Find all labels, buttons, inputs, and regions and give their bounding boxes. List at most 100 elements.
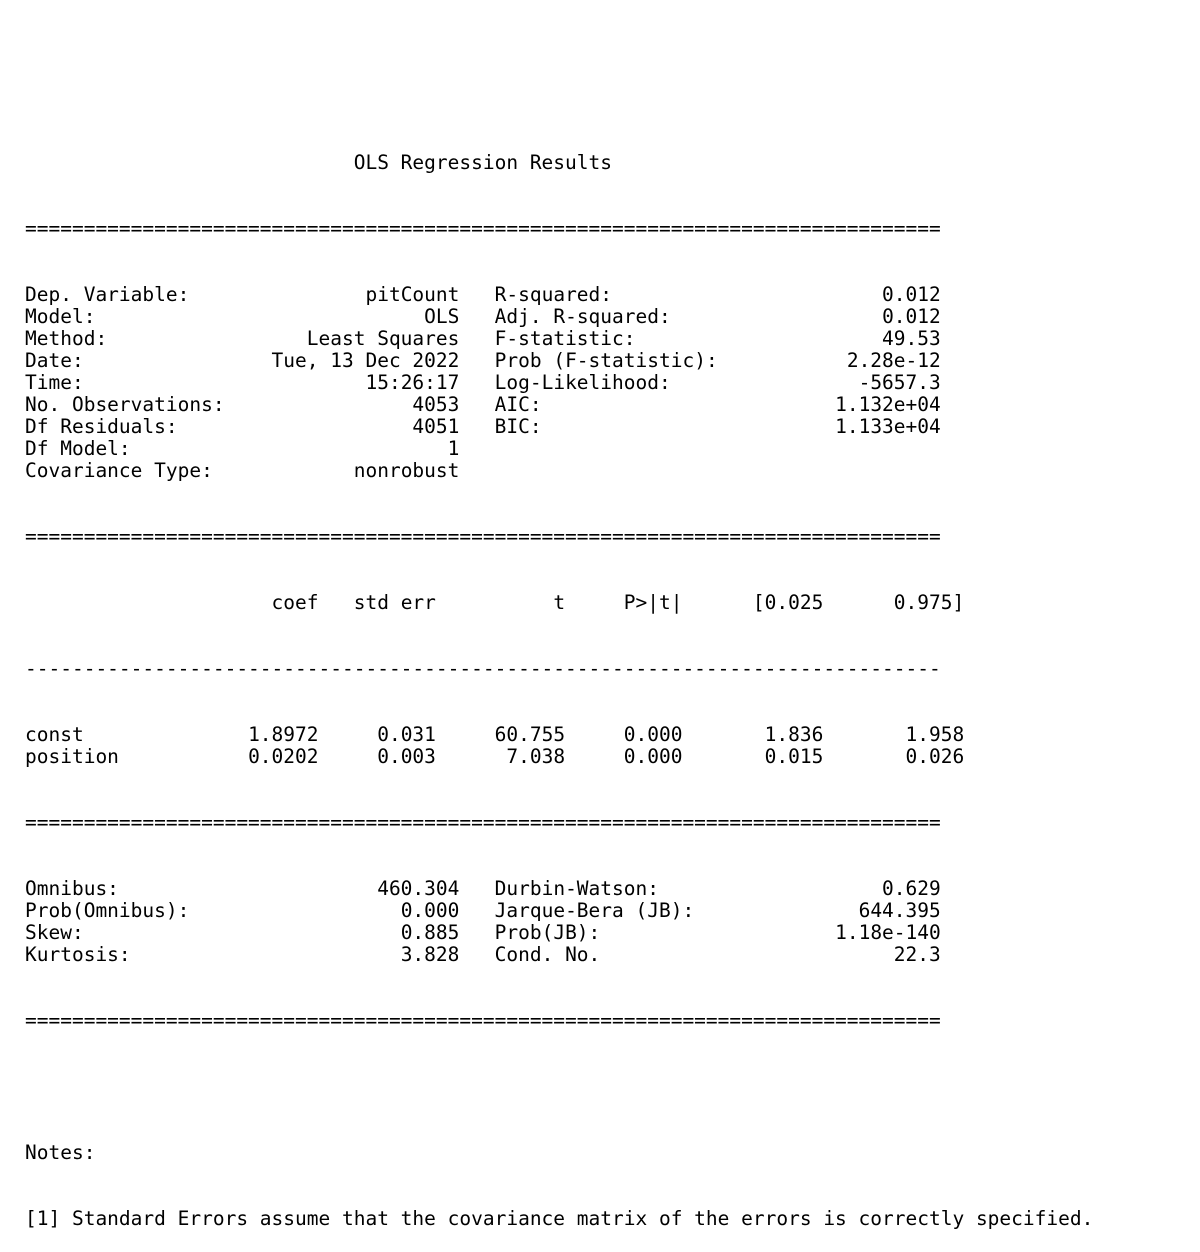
stat-label: Cond. No. [494, 943, 894, 966]
stat-value: 0.629 [882, 877, 941, 900]
stat-label: Time: [25, 371, 366, 394]
coefficient-cell: 1.958 [823, 723, 965, 746]
notes-heading: Notes: [25, 1141, 96, 1164]
stat-value: 1 [447, 437, 460, 460]
coefficient-cell: 1.836 [682, 723, 824, 746]
stat-label: Prob(JB): [494, 921, 836, 944]
column-header: std err [318, 591, 436, 614]
coefficient-cell: 0.015 [682, 745, 824, 768]
double-rule: ========================================… [25, 1009, 941, 1032]
stat-value: 0.012 [882, 283, 941, 306]
stat-label: Jarque-Bera (JB): [494, 899, 859, 922]
model-info-table: Dep. Variable: pitCount R-squared: 0.012… [25, 284, 1093, 482]
coefficient-cell: 1.8972 [201, 723, 319, 746]
column-header: t [435, 591, 566, 614]
note-text: [1] Standard Errors assume that the cova… [25, 1207, 1094, 1230]
stat-value: 22.3 [893, 943, 941, 966]
stat-label: BIC: [494, 415, 836, 438]
double-rule: ========================================… [25, 811, 941, 834]
model-info-row: Method: Least Squares F-statistic: 49.53 [25, 328, 1093, 350]
diagnostics-table: Omnibus: 460.304 Durbin-Watson: 0.629 Pro… [25, 878, 1093, 966]
column-header: [0.025 [682, 591, 824, 614]
coefficient-table: const 1.8972 0.031 60.755 0.000 1.836 1.… [25, 724, 1093, 768]
regression-summary: OLS Regression Results =================… [25, 108, 1093, 1252]
stat-label: Df Residuals: [25, 415, 413, 438]
stat-value: 1.18e-140 [835, 921, 941, 944]
stat-value: 0.012 [882, 305, 941, 328]
model-info-row: Covariance Type: nonrobust [25, 460, 1093, 482]
model-info-row: Model: OLS Adj. R-squared: 0.012 [25, 306, 1093, 328]
stat-value: 644.395 [858, 899, 941, 922]
variable-name: position [25, 745, 202, 768]
coefficient-cell: 0.031 [318, 723, 436, 746]
stat-label: AIC: [494, 393, 836, 416]
stat-value: 1.133e+04 [835, 415, 941, 438]
stat-label: F-statistic: [494, 327, 883, 350]
column-header: 0.975] [823, 591, 965, 614]
stat-value: OLS [424, 305, 460, 328]
model-info-row: Df Model: 1 [25, 438, 1093, 460]
stat-value: pitCount [365, 283, 460, 306]
stat-label: Adj. R-squared: [494, 305, 883, 328]
stat-value: 460.304 [377, 877, 460, 900]
diagnostics-row: Kurtosis: 3.828 Cond. No. 22.3 [25, 944, 1093, 966]
variable-name: const [25, 723, 202, 746]
coefficient-table-header: coef std err t P>|t| [0.025 0.975] [25, 592, 1093, 614]
model-info-row: Dep. Variable: pitCount R-squared: 0.012 [25, 284, 1093, 306]
stat-label: Covariance Type: [25, 459, 354, 482]
stat-label: No. Observations: [25, 393, 413, 416]
single-rule: ----------------------------------------… [25, 657, 941, 680]
coefficient-cell: 0.026 [823, 745, 965, 768]
model-info-row: Time: 15:26:17 Log-Likelihood: -5657.3 [25, 372, 1093, 394]
stat-label: Omnibus: [25, 877, 378, 900]
stat-value: 0.000 [400, 899, 460, 922]
stat-value: 2.28e-12 [846, 349, 941, 372]
coefficient-cell: 7.038 [435, 745, 566, 768]
column-header: coef [201, 591, 319, 614]
stat-label: Prob(Omnibus): [25, 899, 401, 922]
stat-label: Durbin-Watson: [494, 877, 883, 900]
diagnostics-row: Omnibus: 460.304 Durbin-Watson: 0.629 [25, 878, 1093, 900]
coefficient-cell: 0.000 [565, 745, 683, 768]
stat-value: Tue, 13 Dec 2022 [271, 349, 460, 372]
stat-value: 49.53 [882, 327, 941, 350]
diagnostics-row: Skew: 0.885 Prob(JB): 1.18e-140 [25, 922, 1093, 944]
stat-label: Method: [25, 327, 307, 350]
notes-list: [1] Standard Errors assume that the cova… [25, 1208, 1093, 1230]
stat-label: Date: [25, 349, 272, 372]
coefficient-row: const 1.8972 0.031 60.755 0.000 1.836 1.… [25, 724, 1093, 746]
stat-value: 15:26:17 [365, 371, 460, 394]
coefficient-row: position 0.0202 0.003 7.038 0.000 0.015 … [25, 746, 1093, 768]
stat-value: 0.885 [400, 921, 460, 944]
stat-label: R-squared: [494, 283, 883, 306]
stat-label: Kurtosis: [25, 943, 401, 966]
blank-line [25, 1076, 1093, 1098]
coefficient-cell: 0.003 [318, 745, 436, 768]
coefficient-cell: 0.000 [565, 723, 683, 746]
stat-value: 4053 [412, 393, 460, 416]
model-info-row: Date: Tue, 13 Dec 2022 Prob (F-statistic… [25, 350, 1093, 372]
stat-value: 3.828 [400, 943, 460, 966]
stat-label: Model: [25, 305, 425, 328]
stat-value: 4051 [412, 415, 460, 438]
stat-label: Dep. Variable: [25, 283, 366, 306]
double-rule: ========================================… [25, 217, 941, 240]
column-header: P>|t| [565, 591, 683, 614]
coefficient-header-row: coef std err t P>|t| [0.025 0.975] [25, 592, 1093, 614]
note-line: [1] Standard Errors assume that the cova… [25, 1208, 1093, 1230]
summary-title: OLS Regression Results [25, 151, 612, 174]
coefficient-cell: 60.755 [435, 723, 566, 746]
coefficient-cell: 0.0202 [201, 745, 319, 768]
stat-value: nonrobust [353, 459, 460, 482]
diagnostics-row: Prob(Omnibus): 0.000 Jarque-Bera (JB): 6… [25, 900, 1093, 922]
stat-label: Log-Likelihood: [494, 371, 859, 394]
stat-value: Least Squares [306, 327, 460, 350]
model-info-row: No. Observations: 4053 AIC: 1.132e+04 [25, 394, 1093, 416]
stat-label: Prob (F-statistic): [494, 349, 847, 372]
stat-value: -5657.3 [858, 371, 941, 394]
model-info-row: Df Residuals: 4051 BIC: 1.133e+04 [25, 416, 1093, 438]
stat-value: 1.132e+04 [835, 393, 941, 416]
double-rule: ========================================… [25, 525, 941, 548]
stat-label: Skew: [25, 921, 401, 944]
stat-label: Df Model: [25, 437, 448, 460]
